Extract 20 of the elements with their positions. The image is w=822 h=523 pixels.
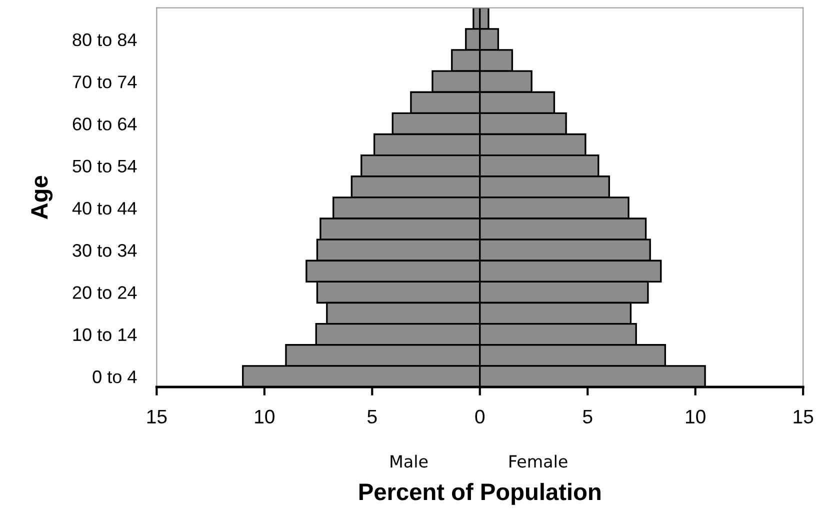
x-tick-label: 5 <box>582 410 592 424</box>
x-axis-title: Percent of Population <box>359 482 600 505</box>
x-tick-label: 15 <box>794 410 814 424</box>
y-tick-label: 70 to 74 <box>72 76 137 88</box>
y-tick-label: 10 to 14 <box>73 328 137 342</box>
x-tick-label: 0 <box>475 410 485 424</box>
text: Male <box>390 454 428 468</box>
y-tick-label: 0 to 4 <box>92 370 137 384</box>
y-axis-title: Age <box>31 176 53 220</box>
y-tick-label: 20 to 24 <box>72 286 137 299</box>
text: Female <box>510 454 568 468</box>
x-tick-label: 15 <box>147 410 167 424</box>
y-tick-label: 60 to 64 <box>72 118 137 130</box>
y-tick-label: 80 to 84 <box>72 33 137 46</box>
y-tick-label: 50 to 54 <box>72 160 137 173</box>
x-tick-label: 10 <box>686 410 706 424</box>
y-tick-label: 30 to 34 <box>72 244 137 257</box>
x-tick-label: 10 <box>255 410 274 424</box>
x-tick-label: 5 <box>368 410 377 424</box>
y-tick-label: 40 to 44 <box>72 202 137 215</box>
